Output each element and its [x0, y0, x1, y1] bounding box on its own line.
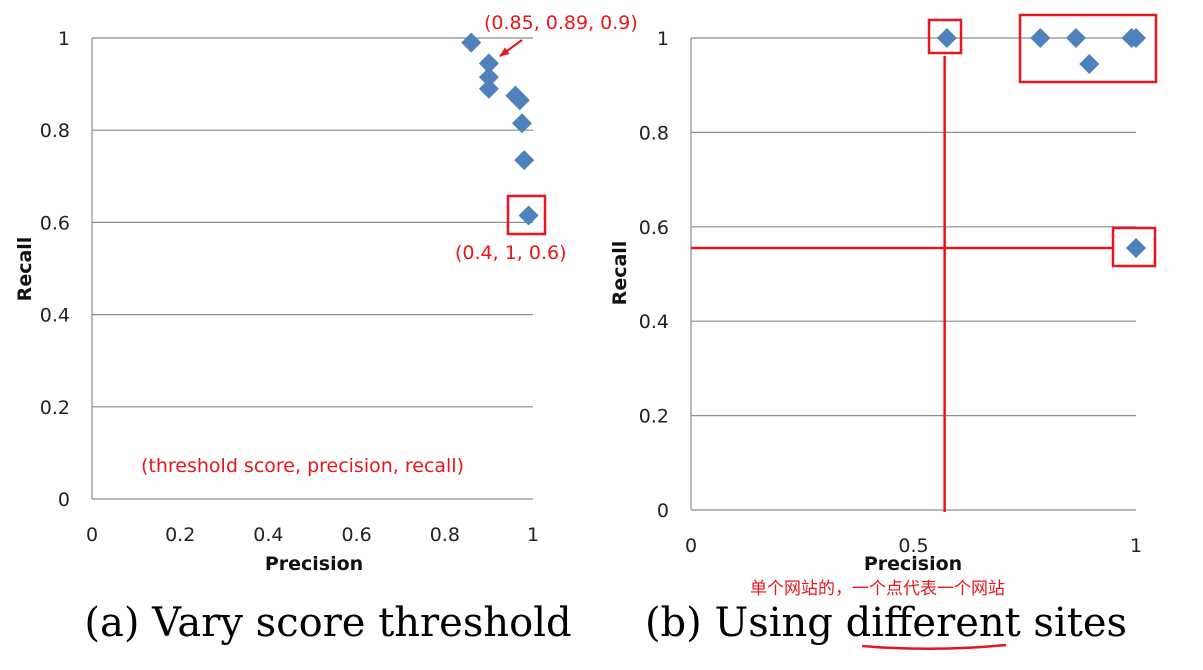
chart-b-data-point: [1126, 238, 1146, 259]
chart-b-ytick-label: 0.4: [639, 311, 669, 333]
chart-b-data-point: [1126, 28, 1146, 48]
chart-b-xtick-label: 1: [1130, 535, 1142, 557]
chart-a-caption: (a) Vary score threshold: [84, 600, 571, 646]
chart-a-annotation-bottom: (0.4, 1, 0.6): [455, 242, 567, 264]
chart-a-xtick-label: 0.4: [253, 524, 283, 546]
chart-a-data-point: [478, 53, 499, 74]
chart-b-underline-mark: [861, 643, 1007, 651]
chart-b-ytick-label: 1: [657, 28, 669, 50]
chart-b-ytick-label: 0: [657, 500, 669, 522]
chart-a-ytick-label: 0.4: [40, 305, 70, 327]
chart-a-xlabel: Precision: [265, 553, 363, 575]
chart-b-data-point: [1065, 28, 1086, 48]
chart-a-data-point: [509, 90, 530, 111]
chart-a-ytick-label: 0: [58, 489, 70, 511]
chart-b-highlight-box-left: [927, 18, 963, 55]
chart-a-highlight-box: [506, 194, 547, 236]
chart-b-caption: (b) Using different sites: [645, 600, 1127, 646]
chart-a-data-point: [461, 32, 482, 53]
chart-b-xlabel: Precision: [864, 553, 962, 575]
chart-a-ytick-label: 1: [58, 28, 70, 50]
chart-a-annotation-legend: (threshold score, precision, recall): [141, 455, 464, 477]
chart-a-data-point: [514, 150, 535, 171]
chart-b-xtick-label: 0: [685, 535, 697, 557]
chart-a-ylabel: Recall: [14, 237, 36, 302]
chart-a-data-point: [511, 113, 532, 134]
chart-b-data-point: [936, 28, 957, 48]
chart-b-data-point: [1079, 53, 1100, 74]
chart-b-ytick-label: 0.2: [639, 406, 669, 428]
chart-a-annotation-top: (0.85, 0.89, 0.9): [484, 12, 638, 34]
chart-b-ytick-label: 0.6: [639, 217, 669, 239]
chart-a-xtick-label: 0.6: [341, 524, 371, 546]
chart-b-highlight-box-bottom-right: [1111, 226, 1157, 268]
chart-b: 0 0.2 0.4 0.6 0.8 1 0 0.5 1 Precision Recall 单个…: [609, 13, 1158, 651]
chart-a-annotation-arrow: [499, 39, 523, 57]
chart-b-annotation: 单个网站的，一个点代表一个网站: [750, 579, 1005, 599]
chart-a-ytick-label: 0.2: [40, 397, 70, 419]
chart-a-xtick-label: 1: [527, 524, 539, 546]
chart-a-data-point: [478, 78, 499, 99]
chart-a-data-point: [518, 205, 539, 226]
chart-a-ytick-label: 0.6: [40, 212, 70, 234]
chart-a-data-point: [478, 67, 499, 88]
chart-a: 00.20.40.60.81 0 0.2 0.4 0.6 0.8 1 Precision …: [14, 12, 638, 646]
chart-b-ytick-label: 0.8: [639, 122, 669, 144]
chart-a-xtick-label: 0: [86, 524, 98, 546]
chart-b-highlight-box-top-right: [1018, 13, 1158, 84]
chart-a-ytick-label: 0.8: [40, 120, 70, 142]
chart-b-xtick-label: 0.5: [898, 535, 928, 557]
chart-b-ylabel: Recall: [609, 241, 631, 306]
chart-a-xtick-label: 0.2: [165, 524, 195, 546]
chart-a-xtick-label: 0.8: [430, 524, 460, 546]
chart-b-data-point: [1030, 28, 1051, 48]
